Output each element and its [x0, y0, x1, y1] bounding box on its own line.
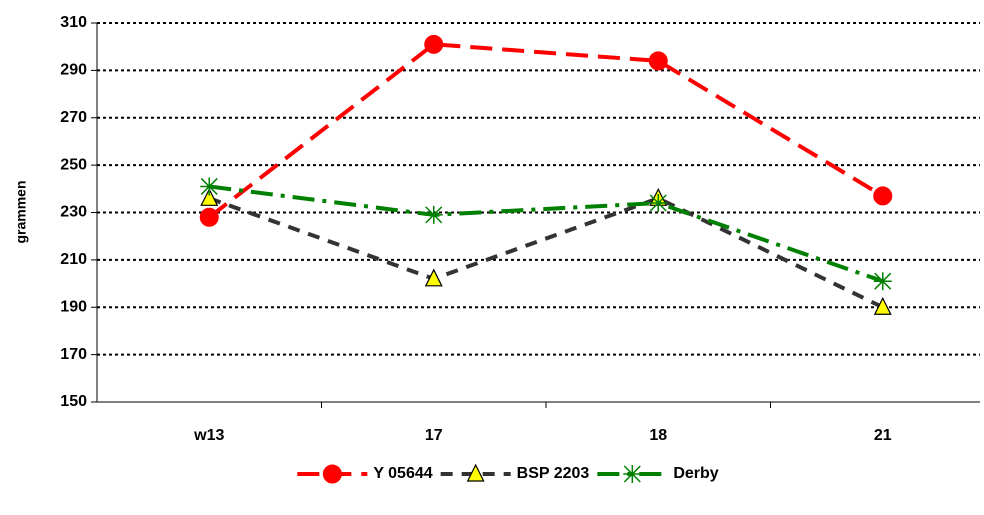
marker	[200, 187, 219, 206]
y-tick-label: 210	[60, 251, 87, 268]
legend-label: Y 05644	[373, 465, 432, 482]
marker	[424, 268, 443, 287]
legend-label: Derby	[673, 465, 718, 482]
series-line	[208, 184, 884, 284]
series-line	[208, 42, 884, 219]
x-tick-label: 17	[425, 427, 443, 444]
legend-label: BSP 2203	[517, 465, 590, 482]
marker	[200, 177, 219, 196]
y-tick-label: 290	[60, 62, 87, 79]
marker	[873, 296, 892, 315]
series-line	[208, 196, 884, 310]
y-tick-label: 190	[60, 298, 87, 315]
y-tick-label: 270	[60, 109, 87, 126]
y-tick-label: 250	[60, 156, 87, 173]
y-tick-label: 310	[60, 14, 87, 31]
x-tick-label: 21	[874, 427, 892, 444]
marker	[873, 272, 892, 291]
marker	[648, 51, 668, 71]
marker	[466, 463, 485, 482]
marker	[424, 34, 444, 54]
x-tick-label: w13	[193, 427, 224, 444]
marker	[322, 464, 342, 484]
marker	[623, 465, 642, 483]
marker	[873, 186, 893, 206]
y-tick-label: 230	[60, 204, 87, 221]
x-tick-label: 18	[649, 427, 667, 444]
y-tick-label: 170	[60, 346, 87, 363]
legend-item: Derby	[597, 465, 719, 483]
marker	[424, 205, 443, 224]
legend-item: Y 05644	[297, 464, 433, 484]
legend-item: BSP 2203	[440, 463, 590, 482]
y-tick-label: 150	[60, 393, 87, 410]
y-axis-label: grammen	[13, 180, 29, 243]
marker	[199, 207, 219, 227]
marker	[649, 194, 668, 213]
